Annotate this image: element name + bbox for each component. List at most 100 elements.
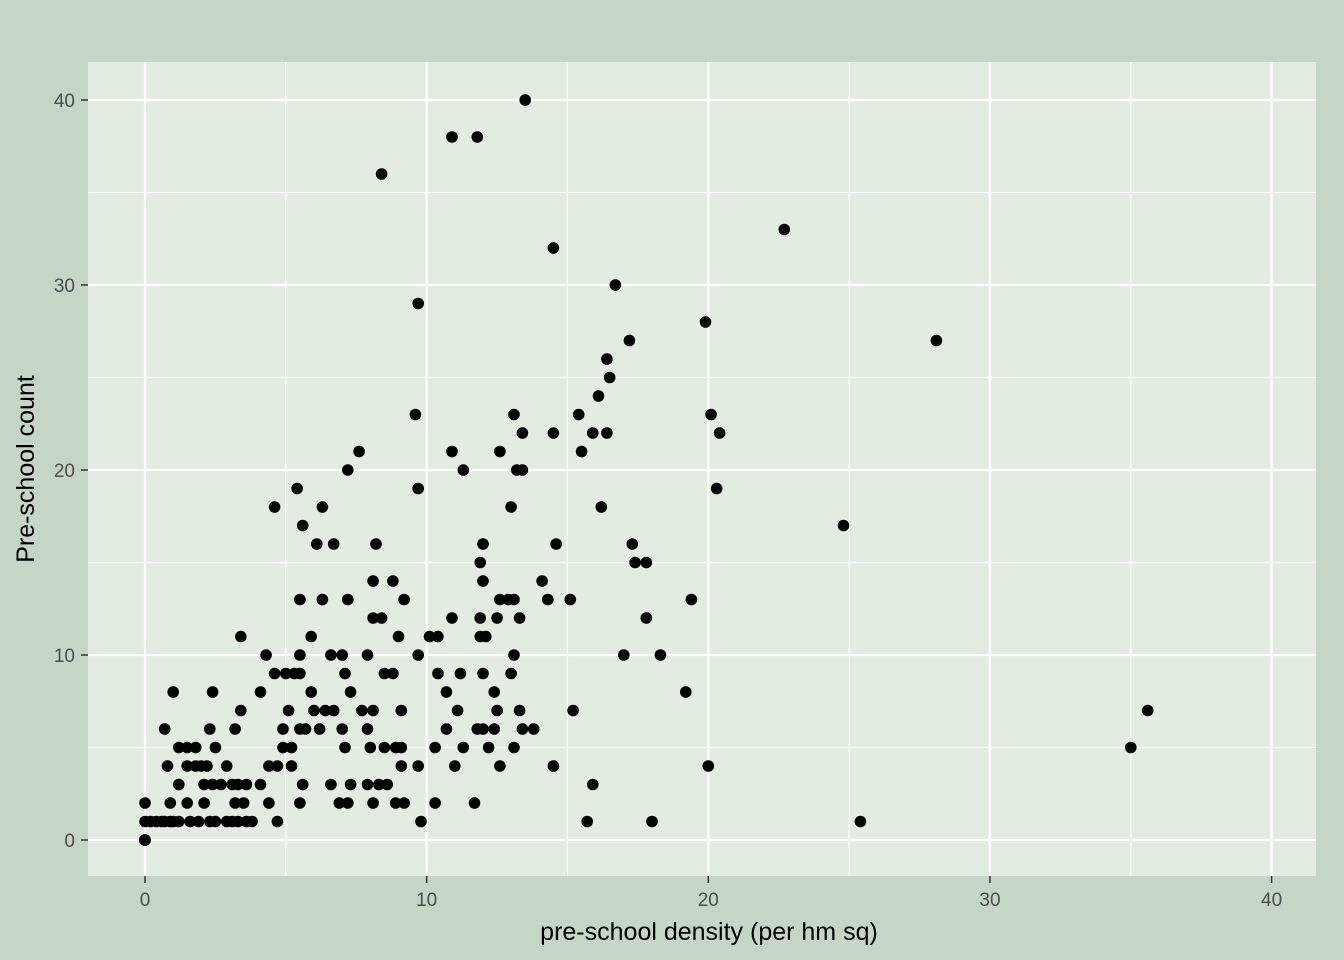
data-point <box>268 501 281 513</box>
data-point <box>139 834 151 846</box>
data-point <box>494 760 506 772</box>
data-point <box>209 741 222 754</box>
data-point <box>319 704 332 717</box>
data-point <box>457 464 470 476</box>
data-point <box>477 575 489 587</box>
data-point <box>527 723 540 735</box>
x-tick-label: 10 <box>416 890 437 911</box>
data-point <box>381 778 394 791</box>
data-point <box>491 704 503 717</box>
data-point <box>375 612 388 624</box>
data-point <box>930 334 943 347</box>
data-point <box>572 408 585 421</box>
data-point <box>389 797 402 809</box>
data-point <box>587 427 599 439</box>
data-point <box>237 797 250 809</box>
data-point <box>654 649 667 661</box>
x-axis-title: pre-school density (per hm sq) <box>540 918 878 946</box>
data-point <box>592 390 605 402</box>
data-point <box>268 667 281 680</box>
data-point <box>457 741 470 754</box>
data-point <box>260 649 272 661</box>
data-point <box>305 630 318 643</box>
data-point <box>296 519 309 532</box>
data-point <box>680 686 692 698</box>
data-point <box>235 704 247 717</box>
data-point <box>184 815 196 828</box>
x-tick-label: 0 <box>140 890 151 911</box>
data-point <box>305 686 318 698</box>
data-point <box>412 649 425 661</box>
data-point <box>361 778 374 791</box>
y-tick-label: 10 <box>54 646 75 667</box>
data-point <box>254 778 267 791</box>
data-point <box>480 630 492 643</box>
data-point <box>387 575 399 587</box>
data-point <box>291 482 303 495</box>
data-point <box>367 704 379 717</box>
data-point <box>710 482 723 495</box>
data-point <box>327 704 340 717</box>
data-point <box>474 612 487 624</box>
data-point <box>536 575 548 587</box>
data-point <box>415 815 427 828</box>
data-point <box>412 482 425 495</box>
data-point <box>173 778 185 791</box>
data-point <box>626 538 639 550</box>
data-point <box>494 593 506 606</box>
data-point <box>173 815 185 828</box>
data-point <box>271 760 284 772</box>
data-point <box>311 538 323 550</box>
data-point <box>173 741 185 754</box>
data-point <box>339 667 351 680</box>
data-point <box>567 704 579 717</box>
data-point <box>277 723 289 735</box>
data-point <box>547 242 560 254</box>
data-point <box>367 575 379 587</box>
data-point <box>854 815 867 828</box>
data-point <box>477 723 489 735</box>
data-point <box>446 445 458 458</box>
data-point <box>285 760 298 772</box>
data-point <box>618 649 630 661</box>
data-point <box>432 667 444 680</box>
data-point <box>327 538 340 550</box>
y-tick-label: 20 <box>54 461 75 482</box>
data-point <box>603 371 616 384</box>
data-point <box>449 760 461 772</box>
data-point <box>294 797 306 809</box>
data-point <box>1141 704 1154 717</box>
data-point <box>629 556 641 569</box>
data-point <box>294 593 306 606</box>
data-point <box>575 445 588 458</box>
data-point <box>313 723 326 735</box>
data-point <box>542 593 554 606</box>
data-point <box>373 778 385 791</box>
data-point <box>440 686 453 698</box>
data-point <box>232 778 244 791</box>
data-point <box>342 797 354 809</box>
data-point <box>446 612 458 624</box>
data-point <box>713 427 726 439</box>
data-point <box>167 686 179 698</box>
data-point <box>294 649 306 661</box>
data-point <box>601 427 613 439</box>
y-tick-label: 30 <box>54 276 75 297</box>
data-point <box>164 797 177 809</box>
data-point <box>192 815 205 828</box>
data-point <box>513 704 526 717</box>
data-point <box>285 741 298 754</box>
data-point <box>623 334 636 347</box>
x-tick-label: 20 <box>698 890 719 911</box>
data-point <box>189 741 202 754</box>
data-point <box>240 778 253 791</box>
data-point <box>336 649 349 661</box>
data-point <box>342 464 354 476</box>
data-point <box>491 612 503 624</box>
data-point <box>367 612 379 624</box>
data-point <box>246 815 258 828</box>
data-point <box>477 667 489 680</box>
data-point <box>595 501 608 513</box>
data-point <box>344 778 357 791</box>
